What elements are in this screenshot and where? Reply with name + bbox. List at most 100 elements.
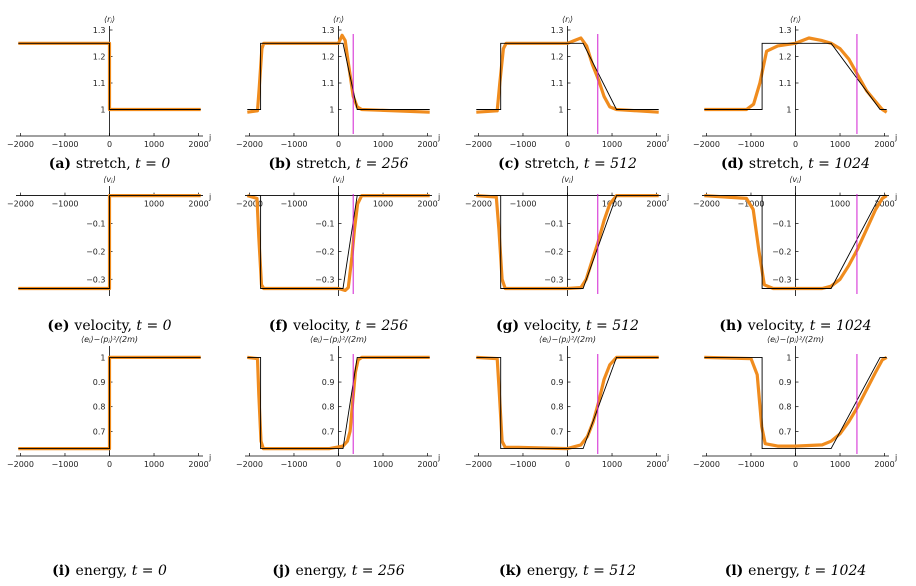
caption-letter: (i) [52,563,75,579]
caption-name: velocity, [747,318,810,334]
x-tick-label: 2000 [188,200,208,209]
x-tick-label: −2000 [236,460,263,469]
y-axis-label: ⟨rⱼ⟩ [562,15,573,24]
x-tick-label: −1000 [509,200,536,209]
x-axis-label: j [894,193,897,202]
x-tick-label: 1000 [602,460,622,469]
x-tick-label: 2000 [874,460,894,469]
y-tick-label: 1 [329,106,334,115]
y-tick-label: 1 [100,106,105,115]
series-simulation [246,194,430,292]
y-tick-label: 0.7 [551,427,564,436]
y-tick-label: 0.9 [551,378,564,387]
y-tick-label: 1.1 [551,79,564,88]
caption-name: stretch, [296,156,355,172]
x-tick-label: 0 [793,140,798,149]
x-tick-label: −2000 [7,460,34,469]
y-tick-label: 1.1 [779,79,792,88]
series-theory [18,42,201,110]
y-tick-label: 1.3 [779,26,792,35]
y-axis-label: ⟨vⱼ⟩ [789,175,801,184]
panel-a: ⟨rⱼ⟩ j −2000 −1000 0 1000 2000 1 1.1 1.2 1.3 (a) st… [7,15,211,172]
panel-caption: (i) energy, t = 0 [52,563,167,579]
panel-caption: (a) stretch, t = 0 [49,156,171,172]
series-theory [247,42,430,110]
x-axis-label: j [437,453,440,462]
x-axis-label: j [666,193,669,202]
caption-time: t = 512 [586,318,639,334]
x-tick-label: −2000 [465,140,492,149]
series-theory [704,195,887,289]
x-tick-label: 2000 [646,140,666,149]
y-tick-label: 1 [786,106,791,115]
x-tick-label: 2000 [874,200,894,209]
y-tick-label: 0.7 [779,427,792,436]
y-axis-label: ⟨rⱼ⟩ [104,15,115,24]
y-tick-label: −0.1 [772,219,791,228]
x-tick-label: 2000 [417,200,437,209]
y-tick-label: 0.9 [93,378,106,387]
y-tick-label: 1 [558,353,563,362]
x-tick-label: −2000 [7,200,34,209]
series-theory [476,356,659,450]
x-axis-label: j [894,133,897,142]
y-tick-label: −0.2 [315,247,334,256]
series-simulation [476,194,659,291]
panel-b: ⟨rⱼ⟩ j −2000 −1000 0 1000 2000 1 1.1 1.2 1.3 (b) st… [236,15,440,172]
y-tick-label: 1.2 [779,53,792,62]
x-tick-label: 2000 [417,460,437,469]
caption-time: t = 256 [355,318,408,334]
caption-letter: (k) [499,563,527,579]
x-tick-label: −1000 [280,200,307,209]
x-axis-label: j [437,193,440,202]
y-tick-label: 1.3 [551,26,564,35]
series-theory [18,195,201,289]
x-tick-label: 2000 [646,460,666,469]
panel-caption: (j) energy, t = 256 [272,563,404,579]
x-tick-label: 0 [336,140,341,149]
caption-name: stretch, [76,156,135,172]
caption-time: t = 1024 [808,156,870,172]
y-tick-label: −0.3 [86,275,105,284]
series-theory [247,356,430,450]
y-tick-label: 1.2 [322,53,335,62]
panel-h: ⟨vⱼ⟩j−2000 −1000 1000 2000−0.1−0.2−0.3(h) v… [693,175,897,334]
panel-caption: (h) velocity, t = 1024 [719,318,871,334]
y-tick-label: 1.3 [322,26,335,35]
x-axis-label: j [894,453,897,462]
caption-name: stretch, [749,156,808,172]
x-tick-label: 1000 [144,460,164,469]
caption-name: velocity, [73,318,136,334]
caption-name: velocity, [292,318,355,334]
y-tick-label: 1.1 [93,79,106,88]
y-tick-label: 0.9 [322,378,335,387]
y-tick-label: −0.3 [544,275,563,284]
x-tick-label: −2000 [693,460,720,469]
x-tick-label: 1000 [144,140,164,149]
x-tick-label: 0 [107,140,112,149]
caption-time: t = 0 [132,563,167,579]
y-tick-label: −0.2 [86,247,105,256]
series-theory [18,356,201,450]
panel-caption: (g) velocity, t = 512 [496,318,639,334]
caption-time: t = 256 [356,156,409,172]
panel-f: ⟨vⱼ⟩ j −2000 −1000 1000 2000 −0.1 −0.2 −0.3 (f) v… [236,175,440,334]
y-axis-label: ⟨vⱼ⟩ [561,175,573,184]
x-tick-label: 2000 [188,460,208,469]
x-axis-label: j [208,453,211,462]
caption-time: t = 0 [136,318,171,334]
x-tick-label: −2000 [465,200,492,209]
y-axis-label: ⟨eⱼ⟩−⟨pⱼ⟩²/(2m) [310,335,367,344]
caption-letter: (f) [269,318,293,334]
series-theory [247,195,430,289]
y-axis-label: ⟨rⱼ⟩ [790,15,801,24]
x-tick-label: −2000 [693,200,720,209]
panel-j: ⟨eⱼ⟩−⟨pⱼ⟩²/(2m) j −2000 −1000 0 1000 2000 0.7 0.… [236,335,440,579]
x-tick-label: 0 [107,460,112,469]
x-axis-label: j [437,133,440,142]
caption-name: stretch, [525,156,584,172]
y-tick-label: 1 [558,106,563,115]
y-axis-label: ⟨eⱼ⟩−⟨pⱼ⟩²/(2m) [539,335,596,344]
panel-caption: (l) energy, t = 1024 [725,563,867,579]
